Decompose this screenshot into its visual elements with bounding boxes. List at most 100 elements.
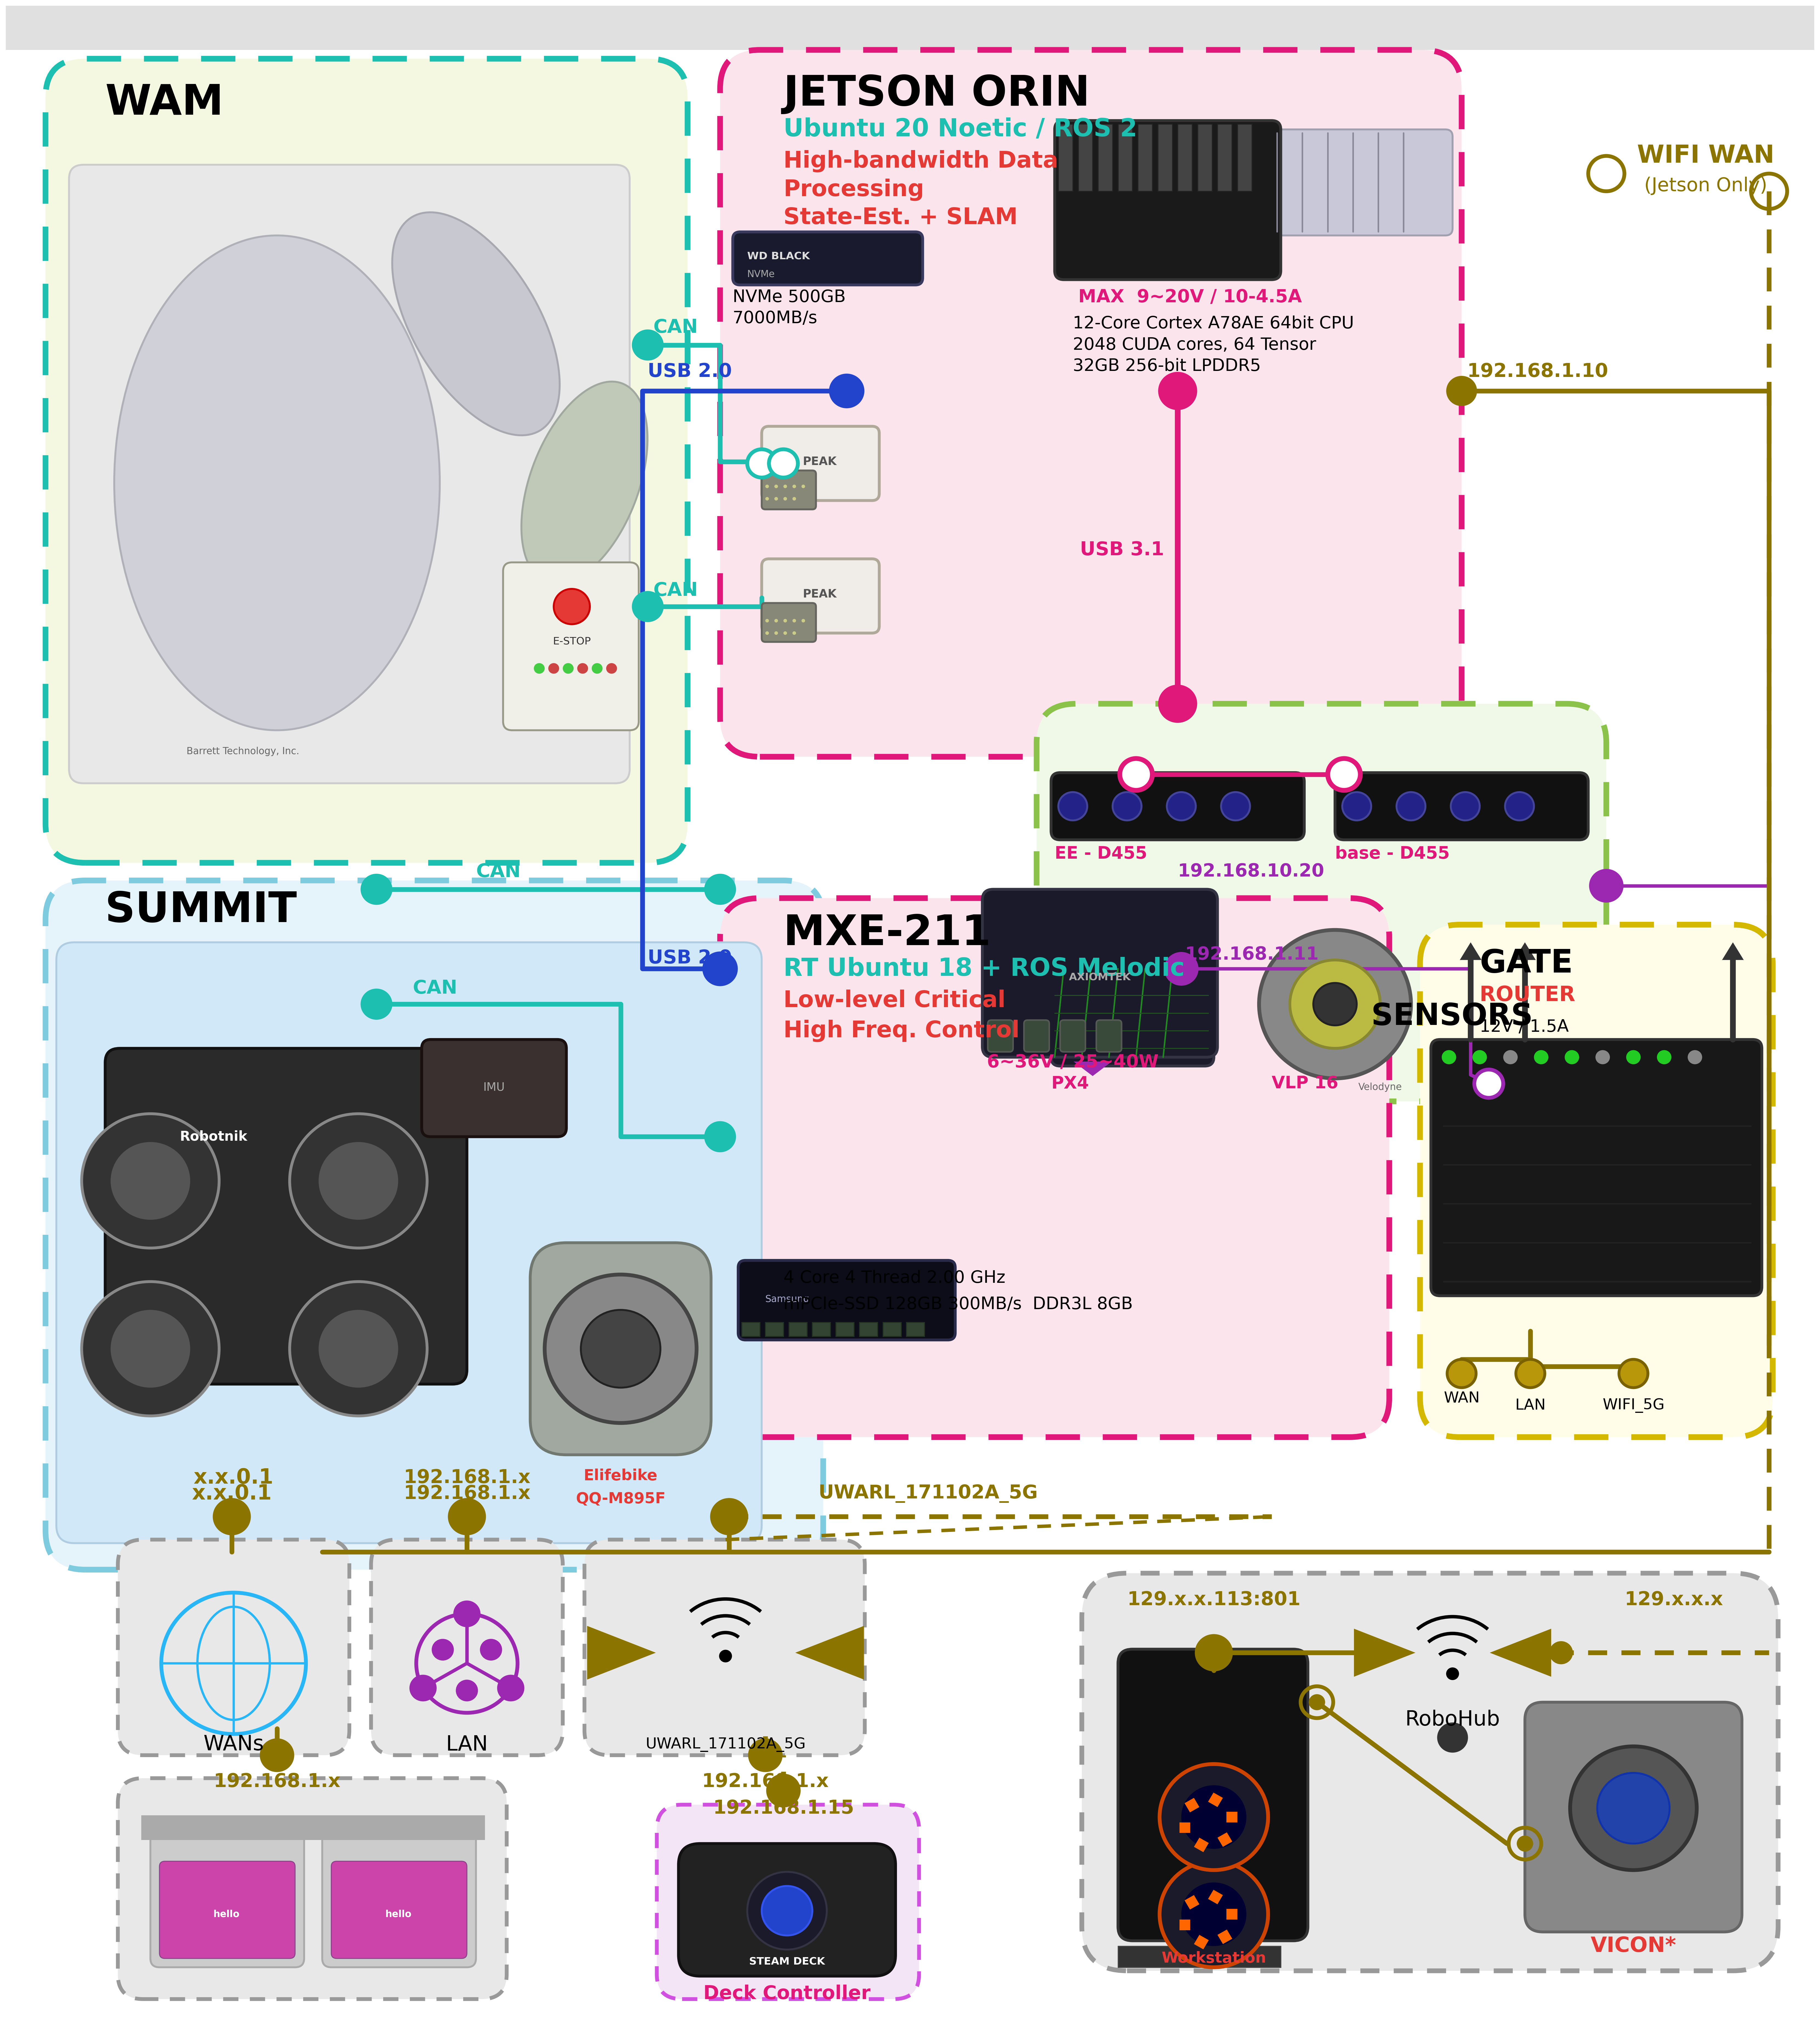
FancyBboxPatch shape: [1037, 703, 1607, 1102]
Circle shape: [766, 484, 768, 488]
Ellipse shape: [115, 235, 440, 729]
Text: hello: hello: [213, 1911, 240, 1919]
Text: Deck Controller: Deck Controller: [704, 1985, 870, 2004]
Text: 7000MB/s: 7000MB/s: [733, 310, 817, 326]
Circle shape: [801, 618, 804, 622]
Polygon shape: [1460, 942, 1481, 960]
Text: x.x.0.1: x.x.0.1: [193, 1467, 273, 1487]
FancyBboxPatch shape: [1025, 1019, 1050, 1051]
Circle shape: [750, 1738, 781, 1771]
Text: VICON*: VICON*: [1591, 1937, 1676, 1957]
FancyBboxPatch shape: [657, 1805, 919, 2000]
Text: Low-level Critical: Low-level Critical: [783, 989, 1005, 1011]
Text: RoboHub: RoboHub: [1405, 1710, 1500, 1730]
Text: PEAK: PEAK: [803, 588, 837, 600]
Text: WIFI WAN: WIFI WAN: [1638, 144, 1775, 168]
Circle shape: [1534, 1049, 1549, 1064]
Bar: [1179, 1919, 1190, 1931]
FancyBboxPatch shape: [733, 231, 923, 286]
Text: CAN: CAN: [477, 863, 521, 881]
Polygon shape: [1072, 893, 1090, 908]
Circle shape: [577, 663, 588, 675]
Circle shape: [450, 1499, 484, 1534]
Text: Velodyne: Velodyne: [1358, 1082, 1401, 1092]
Bar: [1179, 1821, 1190, 1834]
Circle shape: [362, 991, 391, 1019]
Circle shape: [783, 618, 786, 622]
Circle shape: [792, 632, 795, 634]
Bar: [788, 1323, 806, 1337]
Text: WAM: WAM: [106, 83, 224, 124]
Circle shape: [1341, 792, 1370, 821]
Circle shape: [1451, 792, 1480, 821]
Bar: [859, 1323, 877, 1337]
Polygon shape: [1722, 942, 1744, 960]
Circle shape: [633, 592, 662, 620]
Text: JETSON ORIN: JETSON ORIN: [783, 73, 1090, 115]
Text: 192.168.1.x: 192.168.1.x: [404, 1469, 530, 1487]
Text: 192.168.1.10: 192.168.1.10: [1467, 363, 1609, 381]
FancyBboxPatch shape: [1081, 1574, 1778, 1971]
Circle shape: [499, 1676, 524, 1700]
Text: WIFI_5G: WIFI_5G: [1602, 1398, 1665, 1412]
Bar: [313, 1815, 484, 1840]
Polygon shape: [1037, 893, 1054, 908]
Text: WANs: WANs: [204, 1734, 264, 1755]
Circle shape: [1447, 377, 1476, 405]
Circle shape: [1310, 1696, 1325, 1710]
Circle shape: [318, 1143, 399, 1220]
Circle shape: [792, 496, 795, 500]
Circle shape: [1196, 1635, 1232, 1669]
Circle shape: [1181, 1785, 1247, 1850]
Circle shape: [213, 1499, 249, 1534]
Circle shape: [704, 952, 737, 985]
Text: USB 2.0: USB 2.0: [648, 948, 732, 966]
Text: E-STOP: E-STOP: [553, 636, 592, 646]
Circle shape: [1057, 792, 1087, 821]
Circle shape: [562, 663, 573, 675]
Circle shape: [792, 618, 795, 622]
Text: hello: hello: [386, 1911, 411, 1919]
Bar: [142, 1815, 313, 1840]
FancyBboxPatch shape: [988, 1019, 1014, 1051]
FancyBboxPatch shape: [1525, 1702, 1742, 1933]
Circle shape: [455, 1601, 479, 1627]
Text: IMU: IMU: [484, 1082, 504, 1092]
Text: STEAM DECK: STEAM DECK: [750, 1957, 824, 1967]
Circle shape: [774, 632, 777, 634]
Text: Workstation: Workstation: [1161, 1951, 1267, 1965]
Text: base - D455: base - D455: [1336, 845, 1451, 863]
FancyBboxPatch shape: [584, 1540, 865, 1755]
Text: EE - D455: EE - D455: [1054, 845, 1147, 863]
Text: UWARL_171102A_5G: UWARL_171102A_5G: [819, 1485, 1037, 1503]
Circle shape: [410, 1676, 435, 1700]
Bar: [766, 1323, 783, 1337]
Circle shape: [606, 663, 617, 675]
Circle shape: [1571, 1746, 1696, 1870]
Bar: [1158, 124, 1172, 190]
Circle shape: [830, 375, 863, 407]
FancyBboxPatch shape: [721, 51, 1461, 758]
Circle shape: [82, 1114, 218, 1248]
FancyBboxPatch shape: [1336, 772, 1589, 841]
Text: USB 3.1: USB 3.1: [1079, 541, 1165, 559]
Circle shape: [1259, 930, 1411, 1078]
Circle shape: [1314, 983, 1356, 1025]
Circle shape: [1551, 1643, 1572, 1663]
Circle shape: [1167, 792, 1196, 821]
Circle shape: [1598, 1773, 1669, 1844]
Circle shape: [1396, 792, 1425, 821]
Bar: [1227, 1908, 1238, 1919]
Text: NVMe 500GB: NVMe 500GB: [733, 290, 846, 306]
Circle shape: [1474, 1070, 1503, 1098]
Circle shape: [592, 663, 602, 675]
Circle shape: [289, 1282, 428, 1416]
Circle shape: [783, 496, 786, 500]
Text: 6~36V / 25~40W: 6~36V / 25~40W: [986, 1054, 1159, 1072]
Text: High-bandwidth Data: High-bandwidth Data: [783, 150, 1057, 172]
Circle shape: [581, 1311, 661, 1388]
Ellipse shape: [391, 213, 561, 436]
Circle shape: [1516, 1359, 1545, 1388]
Circle shape: [1119, 758, 1152, 790]
Text: CAN: CAN: [653, 318, 697, 336]
